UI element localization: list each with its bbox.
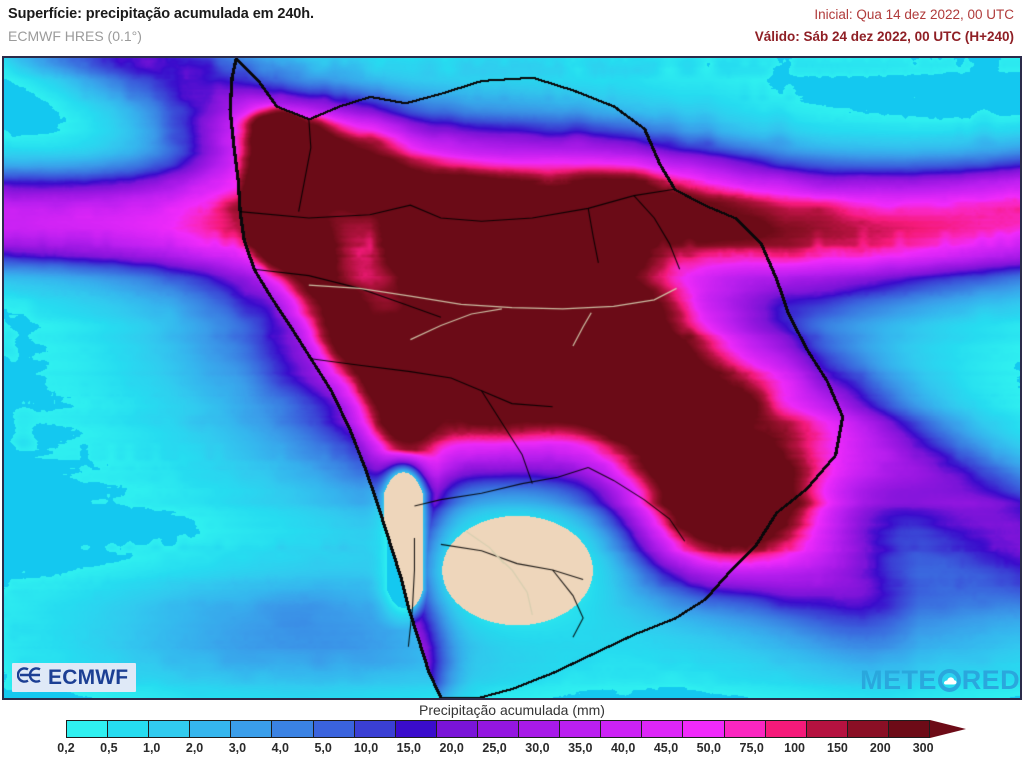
colorbar-tick-label: 10,0	[353, 741, 379, 755]
colorbar-segment	[435, 720, 477, 738]
colorbar-tick-label: 200	[869, 741, 891, 755]
colorbar-overflow-arrow	[929, 720, 966, 738]
initial-time-label: Inicial: Qua 14 dez 2022, 00 UTC	[814, 7, 1014, 22]
colorbar-segment	[148, 720, 190, 738]
colorbar[interactable]	[66, 720, 966, 738]
colorbar-tick-label: 45,0	[653, 741, 679, 755]
colorbar-tick-label: 3,0	[228, 741, 247, 755]
colorbar-tick-label: 5,0	[314, 741, 332, 755]
meteored-text-before: METE	[860, 665, 937, 695]
map-frame[interactable]: ECMWF METE RED	[2, 56, 1022, 700]
header-right: Inicial: Qua 14 dez 2022, 00 UTC Válido:…	[755, 5, 1014, 46]
colorbar-segment	[723, 720, 765, 738]
colorbar-tick-label: 150	[826, 741, 848, 755]
ecmwf-wordmark: ECMWF	[48, 666, 129, 689]
colorbar-tick-label: 0,2	[57, 741, 75, 755]
colorbar-segment	[107, 720, 149, 738]
header: Superfície: precipitação acumulada em 24…	[0, 0, 1024, 56]
colorbar-segment	[805, 720, 847, 738]
meteored-text-after: RED	[961, 665, 1020, 695]
colorbar-tick-label: 75,0	[739, 741, 764, 755]
colorbar-segment	[271, 720, 313, 738]
colorbar-segment	[682, 720, 724, 738]
colorbar-ticks: 0,2 0,5 1,0 2,0 3,0 4,0 5,0 10,0 15,0 20,0 25,0 30,…	[0, 741, 1024, 757]
colorbar-tick-label: 20,0	[439, 741, 464, 755]
cloud-icon	[937, 669, 961, 692]
page-title: Superfície: precipitação acumulada em 24…	[8, 6, 314, 22]
colorbar-tick-label: 35,0	[568, 741, 593, 755]
colorbar-title: Precipitação acumulada (mm)	[419, 702, 605, 718]
valid-time-label: Válido: Sáb 24 dez 2022, 00 UTC (H+240)	[754, 29, 1014, 44]
colorbar-segment	[518, 720, 560, 738]
colorbar-tick-label: 1,0	[143, 741, 161, 755]
model-label: ECMWF HRES (0.1°)	[8, 28, 142, 44]
colorbar-tick-label: 15,0	[396, 741, 422, 755]
colorbar-segment	[887, 720, 930, 738]
meteored-logo: METE RED	[860, 667, 1020, 694]
colorbar-segment	[764, 720, 806, 738]
header-left: Superfície: precipitação acumulada em 24…	[8, 5, 314, 46]
colorbar-tick-label: 30,0	[525, 741, 550, 755]
colorbar-segment	[846, 720, 888, 738]
colorbar-segment	[66, 720, 108, 738]
colorbar-tick-label: 25,0	[482, 741, 507, 755]
colorbar-segment	[189, 720, 231, 738]
colorbar-segment	[394, 720, 436, 738]
colorbar-segment	[476, 720, 519, 738]
colorbar-segment	[353, 720, 395, 738]
colorbar-tick-label: 4,0	[271, 741, 289, 755]
colorbar-tick-label: 300	[912, 741, 934, 755]
colorbar-segment	[641, 720, 683, 738]
colorbar-segment	[230, 720, 272, 738]
colorbar-segment	[312, 720, 354, 738]
colorbar-segment	[600, 720, 642, 738]
colorbar-tick-label: 100	[784, 741, 805, 755]
ecmwf-logo: ECMWF	[12, 663, 137, 692]
colorbar-tick-label: 2,0	[185, 741, 204, 755]
precipitation-map[interactable]	[4, 58, 1020, 698]
meteored-wordmark: METE RED	[860, 667, 1020, 694]
colorbar-segment	[559, 720, 601, 738]
colorbar-tick-label: 50,0	[696, 741, 722, 755]
colorbar-tick-label: 40,0	[610, 741, 636, 755]
ecmwf-double-c-icon	[16, 666, 43, 689]
colorbar-tick-label: 0,5	[100, 741, 118, 755]
